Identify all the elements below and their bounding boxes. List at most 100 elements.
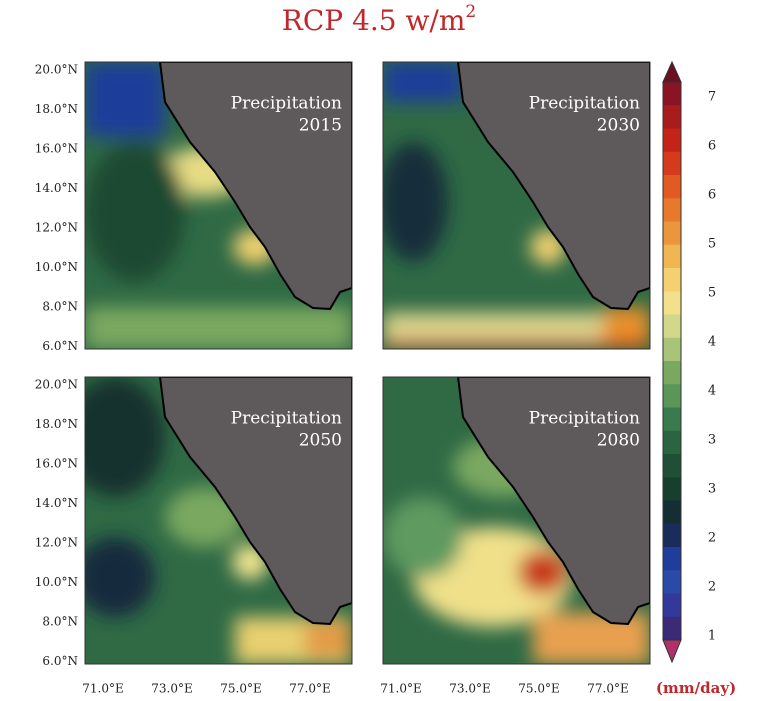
colorbar-label: 6: [708, 188, 716, 203]
panel-year: 2030: [597, 116, 640, 136]
precip-area: [85, 142, 185, 282]
panel-year: 2015: [299, 116, 342, 136]
y-axis-label: 20.0°N: [35, 63, 78, 77]
title-superscript: 2: [465, 2, 476, 22]
y-axis-label: 20.0°N: [35, 378, 78, 392]
colorbar-band: [663, 547, 681, 571]
x-axis-label: 75.0°E: [518, 682, 559, 696]
colorbar-band: [663, 291, 681, 315]
y-axis-label: 16.0°N: [35, 457, 78, 471]
colorbar-band: [663, 384, 681, 408]
colorbar-band: [663, 407, 681, 432]
colorbar-band: [663, 82, 681, 106]
colorbar-band: [663, 151, 681, 176]
colorbar-band: [663, 593, 681, 618]
y-axis-label: 18.0°N: [35, 102, 78, 116]
colorbar-band: [663, 500, 681, 525]
y-axis-label: 14.0°N: [35, 496, 78, 510]
y-axis-label: 12.0°N: [35, 221, 78, 235]
colorbar-band: [663, 268, 681, 292]
colorbar-band: [663, 430, 681, 455]
colorbar-band: [663, 105, 681, 129]
precip-area: [85, 377, 165, 497]
colorbar-band: [663, 523, 681, 548]
colorbar-band: [663, 175, 681, 199]
y-axis-label: 14.0°N: [35, 181, 78, 195]
land: [456, 62, 650, 311]
colorbar-band: [663, 221, 681, 246]
colorbar-band: [663, 128, 681, 153]
colorbar-label: 1: [708, 629, 716, 644]
y-axis-label: 6.0°N: [42, 654, 78, 668]
map-field: [383, 377, 650, 664]
colorbar-frame: [662, 81, 682, 641]
panel-label: Precipitation: [231, 409, 342, 429]
precip-area: [533, 612, 650, 664]
y-axis-label: 6.0°N: [42, 339, 78, 353]
x-axis-label: 71.0°E: [82, 682, 123, 696]
land: [456, 377, 650, 626]
precip-area: [518, 550, 568, 594]
y-axis-label: 10.0°N: [35, 260, 78, 274]
colorbar-label: 2: [708, 580, 716, 595]
precip-area: [85, 307, 352, 349]
map-field: [383, 62, 650, 349]
colorbar-band: [663, 570, 681, 594]
precip-area: [305, 622, 352, 657]
x-axis-label: 73.0°E: [449, 682, 490, 696]
y-axis-label: 8.0°N: [42, 615, 78, 629]
colorbar-label: 7: [708, 90, 716, 105]
precip-area: [383, 62, 463, 102]
colorbar-band: [663, 361, 681, 385]
precip-blobs: [383, 62, 650, 349]
title-text: RCP 4.5 w/m: [282, 4, 466, 37]
colorbar-band: [663, 337, 681, 362]
colorbar-bottom-arrow: [662, 639, 682, 664]
colorbar-band: [663, 454, 681, 478]
colorbar-label: 5: [708, 286, 716, 301]
colorbar-label: 4: [708, 384, 716, 399]
x-axis-label: 75.0°E: [220, 682, 261, 696]
land: [158, 62, 352, 311]
colorbar-band: [663, 314, 681, 339]
x-axis-label: 77.0°E: [587, 682, 628, 696]
title: RCP 4.5 w/m2: [282, 2, 476, 37]
colorbar-label: 4: [708, 335, 716, 350]
colorbar-label: 3: [708, 482, 716, 497]
precip-area: [85, 62, 165, 137]
panel-frame: [84, 376, 353, 665]
y-axis-label: 16.0°N: [35, 142, 78, 156]
y-axis-label: 10.0°N: [35, 575, 78, 589]
precip-area: [603, 307, 650, 342]
precip-area: [383, 497, 463, 577]
colorbar-label: 6: [708, 139, 716, 154]
colorbar-label: 3: [708, 433, 716, 448]
colorbar-band: [663, 477, 681, 501]
precip-blobs: [85, 62, 352, 349]
colorbar-band: [663, 244, 681, 269]
panel-label: Precipitation: [529, 94, 640, 114]
panel-year: 2050: [299, 431, 342, 451]
precip-area: [383, 341, 650, 349]
map-field: [85, 377, 352, 664]
colorbar-unit: (mm/day): [656, 679, 736, 697]
panel-year: 2080: [597, 431, 640, 451]
colorbar-band: [663, 198, 681, 222]
y-axis-label: 12.0°N: [35, 536, 78, 550]
panel-frame: [382, 61, 651, 350]
precip-area: [85, 537, 155, 617]
y-axis-label: 8.0°N: [42, 300, 78, 314]
x-axis-label: 77.0°E: [289, 682, 330, 696]
land: [158, 377, 352, 626]
colorbar-band: [663, 616, 681, 641]
panel-frame: [382, 376, 651, 665]
colorbar-label: 5: [708, 237, 716, 252]
colorbar-top-arrow: [662, 60, 682, 83]
colorbar-label: 2: [708, 531, 716, 546]
